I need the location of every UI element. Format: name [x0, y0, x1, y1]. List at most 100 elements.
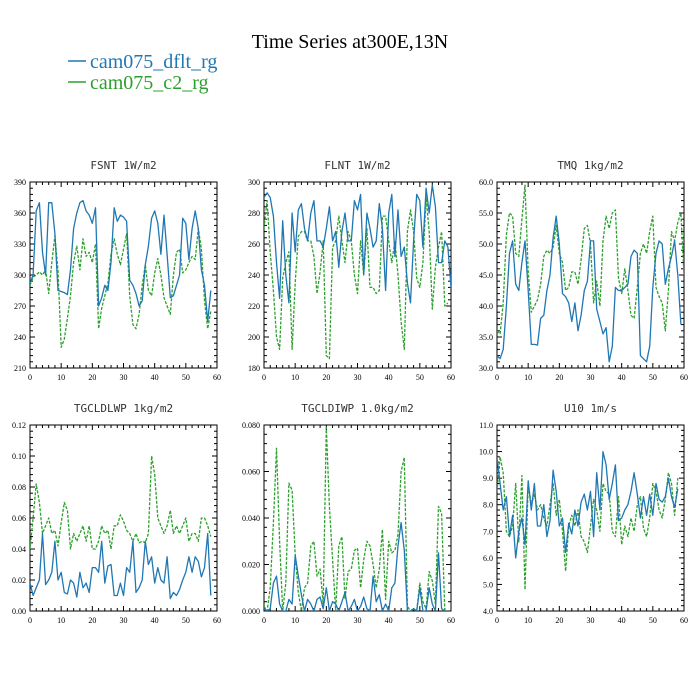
panel-2: FLNT 1W/m2 0 10 20 30 40 50 60 180 200 220 240 260 28… — [248, 159, 455, 382]
x-tick-label: 60 — [213, 616, 221, 625]
y-tick-label: 300 — [248, 178, 260, 187]
series-line-c2 — [264, 196, 449, 360]
y-tick-label: 0.06 — [12, 514, 26, 523]
y-tick-label: 0.12 — [12, 421, 26, 430]
x-tick-label: 10 — [57, 373, 65, 382]
y-tick-label: 0.02 — [12, 576, 26, 585]
x-tick-label: 50 — [182, 616, 190, 625]
x-tick-label: 0 — [495, 373, 499, 382]
series-line-dflt — [264, 521, 446, 611]
x-tick-label: 40 — [385, 373, 393, 382]
panel-6: U10 1m/s 0 10 20 30 40 50 60 4.0 5.0 6.0 7.0 8.0 9.0 1… — [479, 402, 688, 625]
x-tick-label: 0 — [262, 616, 266, 625]
x-tick-label: 10 — [57, 616, 65, 625]
legend-label-dflt: cam075_dflt_rg — [90, 51, 217, 73]
x-tick-label: 50 — [416, 373, 424, 382]
series-line-c2 — [264, 426, 446, 611]
y-tick-label: 200 — [248, 333, 260, 342]
y-tick-label: 10.0 — [479, 448, 493, 457]
y-tick-label: 0.04 — [12, 545, 26, 554]
y-tick-label: 60.0 — [479, 178, 493, 187]
y-tick-label: 0.000 — [242, 607, 260, 616]
x-tick-label: 40 — [618, 373, 626, 382]
x-tick-label: 50 — [649, 373, 657, 382]
series-line-dflt — [497, 215, 682, 363]
y-tick-label: 4.0 — [483, 607, 493, 616]
x-tick-label: 40 — [385, 616, 393, 625]
x-tick-label: 0 — [262, 373, 266, 382]
y-tick-label: 7.0 — [483, 527, 493, 536]
y-tick-label: 0.080 — [242, 421, 260, 430]
series-line-dflt — [497, 450, 679, 559]
x-tick-label: 20 — [88, 373, 96, 382]
x-tick-label: 50 — [416, 616, 424, 625]
x-tick-label: 30 — [587, 373, 595, 382]
y-tick-label: 50.0 — [479, 240, 493, 249]
panel-1: FSNT 1W/m2 0 10 20 30 40 50 60 210 240 270 300 330 36… — [14, 159, 221, 382]
y-tick-label: 220 — [248, 302, 260, 311]
y-tick-label: 300 — [14, 271, 26, 280]
x-tick-label: 20 — [555, 373, 563, 382]
y-tick-label: 45.0 — [479, 271, 493, 280]
x-tick-label: 50 — [649, 616, 657, 625]
x-tick-label: 10 — [291, 616, 299, 625]
series-line-c2 — [497, 456, 679, 591]
y-tick-label: 9.0 — [483, 474, 493, 483]
x-tick-label: 30 — [120, 616, 128, 625]
x-tick-label: 0 — [495, 616, 499, 625]
x-tick-label: 10 — [524, 373, 532, 382]
x-tick-label: 60 — [447, 616, 455, 625]
x-tick-label: 20 — [88, 616, 96, 625]
y-tick-label: 0.00 — [12, 607, 26, 616]
x-tick-label: 60 — [447, 373, 455, 382]
x-tick-label: 20 — [555, 616, 563, 625]
plot-frame — [263, 424, 452, 612]
x-tick-label: 60 — [680, 373, 688, 382]
y-tick-label: 260 — [248, 240, 260, 249]
figure-title: Time Series at300E,13N — [252, 31, 448, 53]
panels: FSNT 1W/m20 10 20 30 40 50 6021024027030033036… — [12, 159, 688, 625]
panel-3: TMQ 1kg/m2 0 10 20 30 40 50 60 30.0 35.0 40.0 45.0 5… — [479, 159, 688, 382]
x-tick-label: 0 — [28, 616, 32, 625]
panel-4: TGCLDLWP 1kg/m2 0 10 20 30 40 50 60 0.00 0.02 0.04… — [12, 402, 221, 625]
y-tick-label: 5.0 — [483, 580, 493, 589]
panel-title: TGCLDIWP 1.0kg/m2 — [301, 402, 414, 415]
x-tick-label: 10 — [524, 616, 532, 625]
x-tick-label: 10 — [291, 373, 299, 382]
legend: cam075_dflt_rg cam075_c2_rg — [68, 51, 217, 94]
y-tick-label: 8.0 — [483, 501, 493, 510]
y-tick-label: 55.0 — [479, 209, 493, 218]
y-tick-label: 40.0 — [479, 302, 493, 311]
series-line-dflt — [30, 532, 212, 600]
y-tick-label: 0.060 — [242, 468, 260, 477]
y-tick-label: 11.0 — [479, 421, 493, 430]
x-tick-label: 40 — [151, 616, 159, 625]
y-tick-label: 280 — [248, 209, 260, 218]
x-tick-label: 20 — [322, 616, 330, 625]
panel-5: TGCLDIWP 1.0kg/m2 0 10 20 30 40 50 60 0.000 0.020… — [242, 402, 455, 625]
x-tick-label: 40 — [618, 616, 626, 625]
y-tick-label: 240 — [248, 271, 260, 280]
y-tick-label: 210 — [14, 364, 26, 373]
x-tick-label: 60 — [213, 373, 221, 382]
x-tick-label: 30 — [587, 616, 595, 625]
x-tick-label: 0 — [28, 373, 32, 382]
series-line-c2 — [30, 227, 212, 348]
panel-title: FLNT 1W/m2 — [324, 159, 390, 172]
x-tick-label: 30 — [120, 373, 128, 382]
x-tick-label: 30 — [354, 373, 362, 382]
x-tick-label: 20 — [322, 373, 330, 382]
x-tick-label: 40 — [151, 373, 159, 382]
panel-title: FSNT 1W/m2 — [90, 159, 156, 172]
x-tick-label: 60 — [680, 616, 688, 625]
y-tick-label: 0.040 — [242, 514, 260, 523]
y-tick-label: 30.0 — [479, 364, 493, 373]
y-tick-label: 6.0 — [483, 554, 493, 563]
y-tick-label: 35.0 — [479, 333, 493, 342]
x-tick-label: 50 — [182, 373, 190, 382]
y-tick-label: 390 — [14, 178, 26, 187]
panel-title: U10 1m/s — [564, 402, 617, 415]
y-tick-label: 0.08 — [12, 483, 26, 492]
legend-label-c2: cam075_c2_rg — [90, 72, 209, 94]
